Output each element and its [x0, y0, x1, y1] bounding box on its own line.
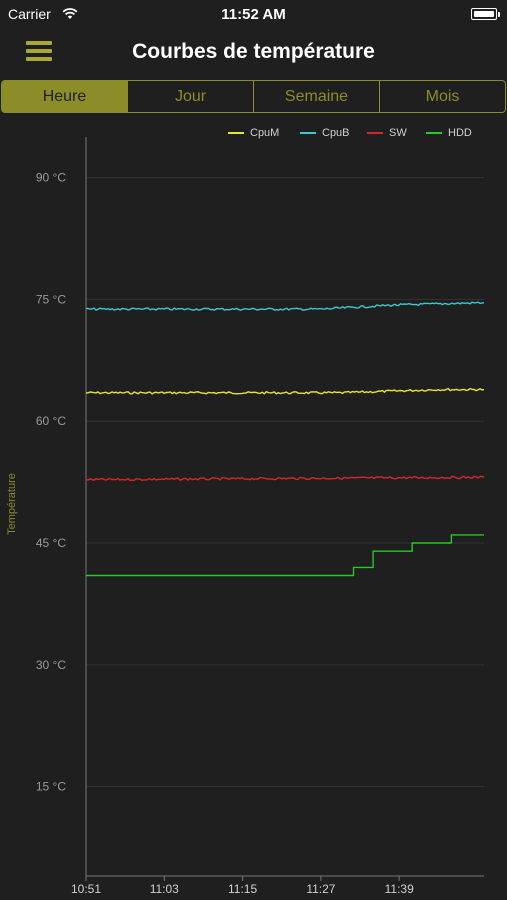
- period-tabs: Heure Jour Semaine Mois: [1, 80, 506, 113]
- wifi-icon: [62, 8, 78, 19]
- hamburger-menu-icon[interactable]: [26, 41, 52, 61]
- tab-semaine[interactable]: Semaine: [253, 81, 379, 112]
- series-line-sw: [85, 475, 485, 482]
- legend-label: CpuM: [250, 127, 280, 139]
- tab-heure[interactable]: Heure: [2, 81, 127, 112]
- series-line-hdd: [86, 534, 484, 577]
- series-line-cpum: [85, 387, 485, 395]
- series-line-cpub: [85, 301, 485, 311]
- legend-label: HDD: [448, 127, 472, 139]
- battery-icon: [471, 8, 500, 20]
- carrier-label: Carrier: [8, 6, 51, 22]
- status-time: 11:52 AM: [221, 6, 286, 23]
- status-bar: Carrier 11:52 AM: [0, 0, 507, 28]
- legend-item-sw: SW: [367, 127, 407, 139]
- y-tick-label: 15 °C: [36, 780, 66, 794]
- tab-jour[interactable]: Jour: [127, 81, 253, 112]
- page-title: Courbes de température: [132, 40, 375, 63]
- tab-mois[interactable]: Mois: [379, 81, 505, 112]
- x-tick-label: 11:03: [150, 882, 179, 896]
- nav-bar: Courbes de température: [0, 28, 507, 76]
- y-tick-label: 30 °C: [36, 658, 66, 672]
- y-tick-label: 75 °C: [36, 292, 66, 306]
- x-tick-label: 10:51: [71, 882, 101, 896]
- y-tick-label: 90 °C: [36, 171, 66, 185]
- legend-label: SW: [389, 127, 407, 139]
- legend-item-cpum: CpuM: [228, 127, 279, 139]
- x-tick-label: 11:15: [228, 882, 257, 896]
- legend-item-cpub: CpuB: [300, 127, 350, 139]
- y-tick-label: 45 °C: [36, 536, 66, 550]
- x-tick-label: 11:27: [306, 882, 335, 896]
- legend-item-hdd: HDD: [426, 127, 472, 139]
- x-tick-label: 11:39: [385, 882, 414, 896]
- y-tick-label: 60 °C: [36, 414, 66, 428]
- legend-label: CpuB: [322, 127, 350, 139]
